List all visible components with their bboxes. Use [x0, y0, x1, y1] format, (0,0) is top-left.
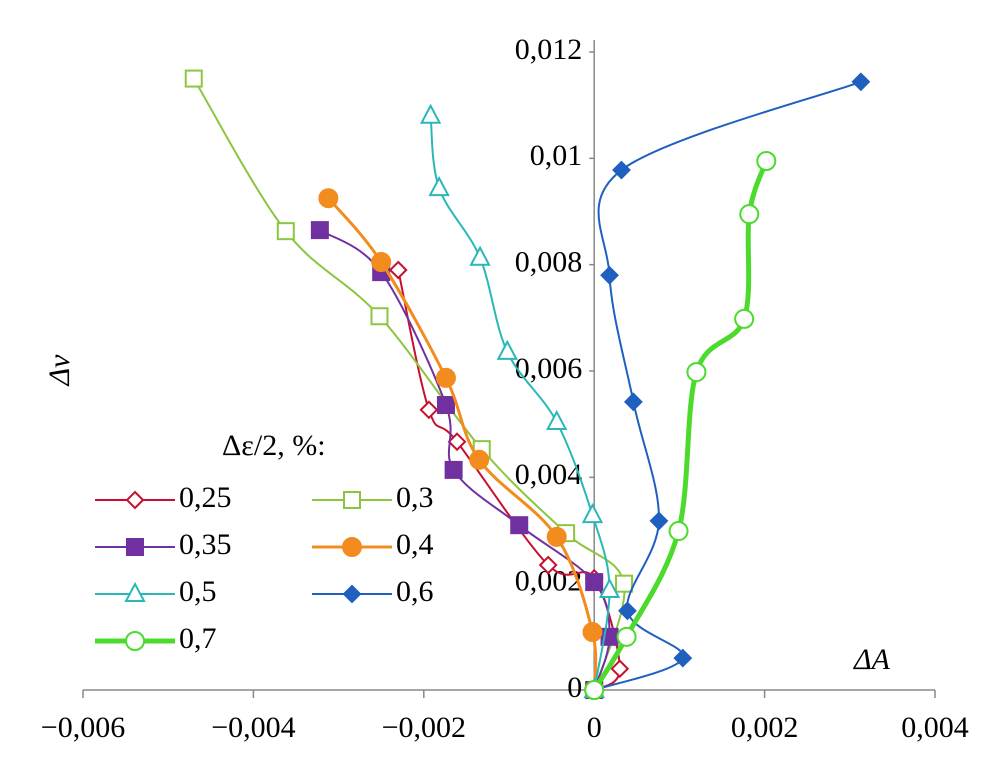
series-line — [593, 80, 862, 691]
legend-title: Δε/2, %: — [222, 429, 326, 462]
marker — [436, 396, 455, 415]
marker — [851, 72, 871, 92]
legend-label: 0,4 — [396, 528, 434, 561]
legend-marker — [125, 490, 145, 510]
legend-marker — [342, 584, 362, 604]
marker — [623, 392, 643, 412]
marker — [686, 362, 707, 383]
marker — [447, 432, 467, 452]
legend-label: 0,5 — [179, 575, 217, 608]
marker — [598, 577, 621, 599]
x-tick-label: 0,004 — [901, 711, 969, 744]
marker — [618, 601, 637, 621]
marker — [370, 307, 389, 326]
marker — [510, 516, 529, 535]
marker — [444, 460, 463, 479]
marker — [469, 449, 490, 470]
marker — [734, 308, 755, 329]
marker — [419, 400, 439, 420]
marker — [739, 204, 760, 225]
y-axis-label: Δv — [43, 354, 76, 387]
marker — [585, 573, 604, 592]
marker — [469, 245, 491, 266]
marker — [582, 622, 603, 643]
marker — [184, 69, 203, 88]
marker — [435, 367, 456, 388]
marker — [584, 680, 605, 700]
marker — [612, 160, 631, 180]
marker — [668, 521, 689, 542]
legend-label: 0,7 — [179, 622, 217, 655]
marker — [616, 626, 637, 647]
series-line — [319, 229, 611, 691]
marker — [546, 409, 568, 431]
y-tick-label: 0,01 — [530, 139, 583, 172]
x-tick-label: −0,004 — [211, 711, 295, 744]
marker — [428, 175, 450, 197]
legend-marker — [126, 538, 144, 556]
marker — [538, 555, 558, 575]
marker — [371, 252, 392, 273]
marker — [673, 648, 693, 668]
x-axis-label: ΔA — [853, 643, 891, 676]
x-tick-label: 0,002 — [731, 711, 799, 744]
x-tick-label: −0,002 — [382, 711, 466, 744]
legend-label: 0,3 — [396, 481, 434, 514]
marker — [276, 222, 295, 241]
legend-marker — [124, 581, 146, 602]
marker — [600, 265, 619, 285]
marker — [388, 260, 408, 280]
marker — [581, 502, 604, 524]
legend-label: 0,25 — [179, 481, 232, 514]
marker — [610, 659, 630, 679]
marker — [496, 339, 518, 360]
legend-marker — [342, 537, 362, 557]
marker — [756, 150, 777, 171]
legend-marker — [343, 491, 361, 509]
legend-marker — [125, 631, 145, 651]
x-tick-label: −0,006 — [41, 711, 125, 744]
y-tick-label: 0,008 — [515, 246, 583, 279]
marker — [615, 574, 634, 593]
legend-label: 0,35 — [179, 528, 232, 561]
marker — [318, 188, 339, 209]
marker — [649, 511, 669, 531]
marker — [310, 221, 329, 240]
y-tick-label: 0,004 — [515, 458, 583, 491]
x-tick-label: 0 — [587, 711, 602, 744]
marker — [546, 526, 567, 547]
legend-label: 0,6 — [396, 575, 434, 608]
y-tick-label: 0 — [567, 671, 582, 704]
y-tick-label: 0,012 — [515, 33, 583, 66]
marker — [419, 103, 442, 124]
